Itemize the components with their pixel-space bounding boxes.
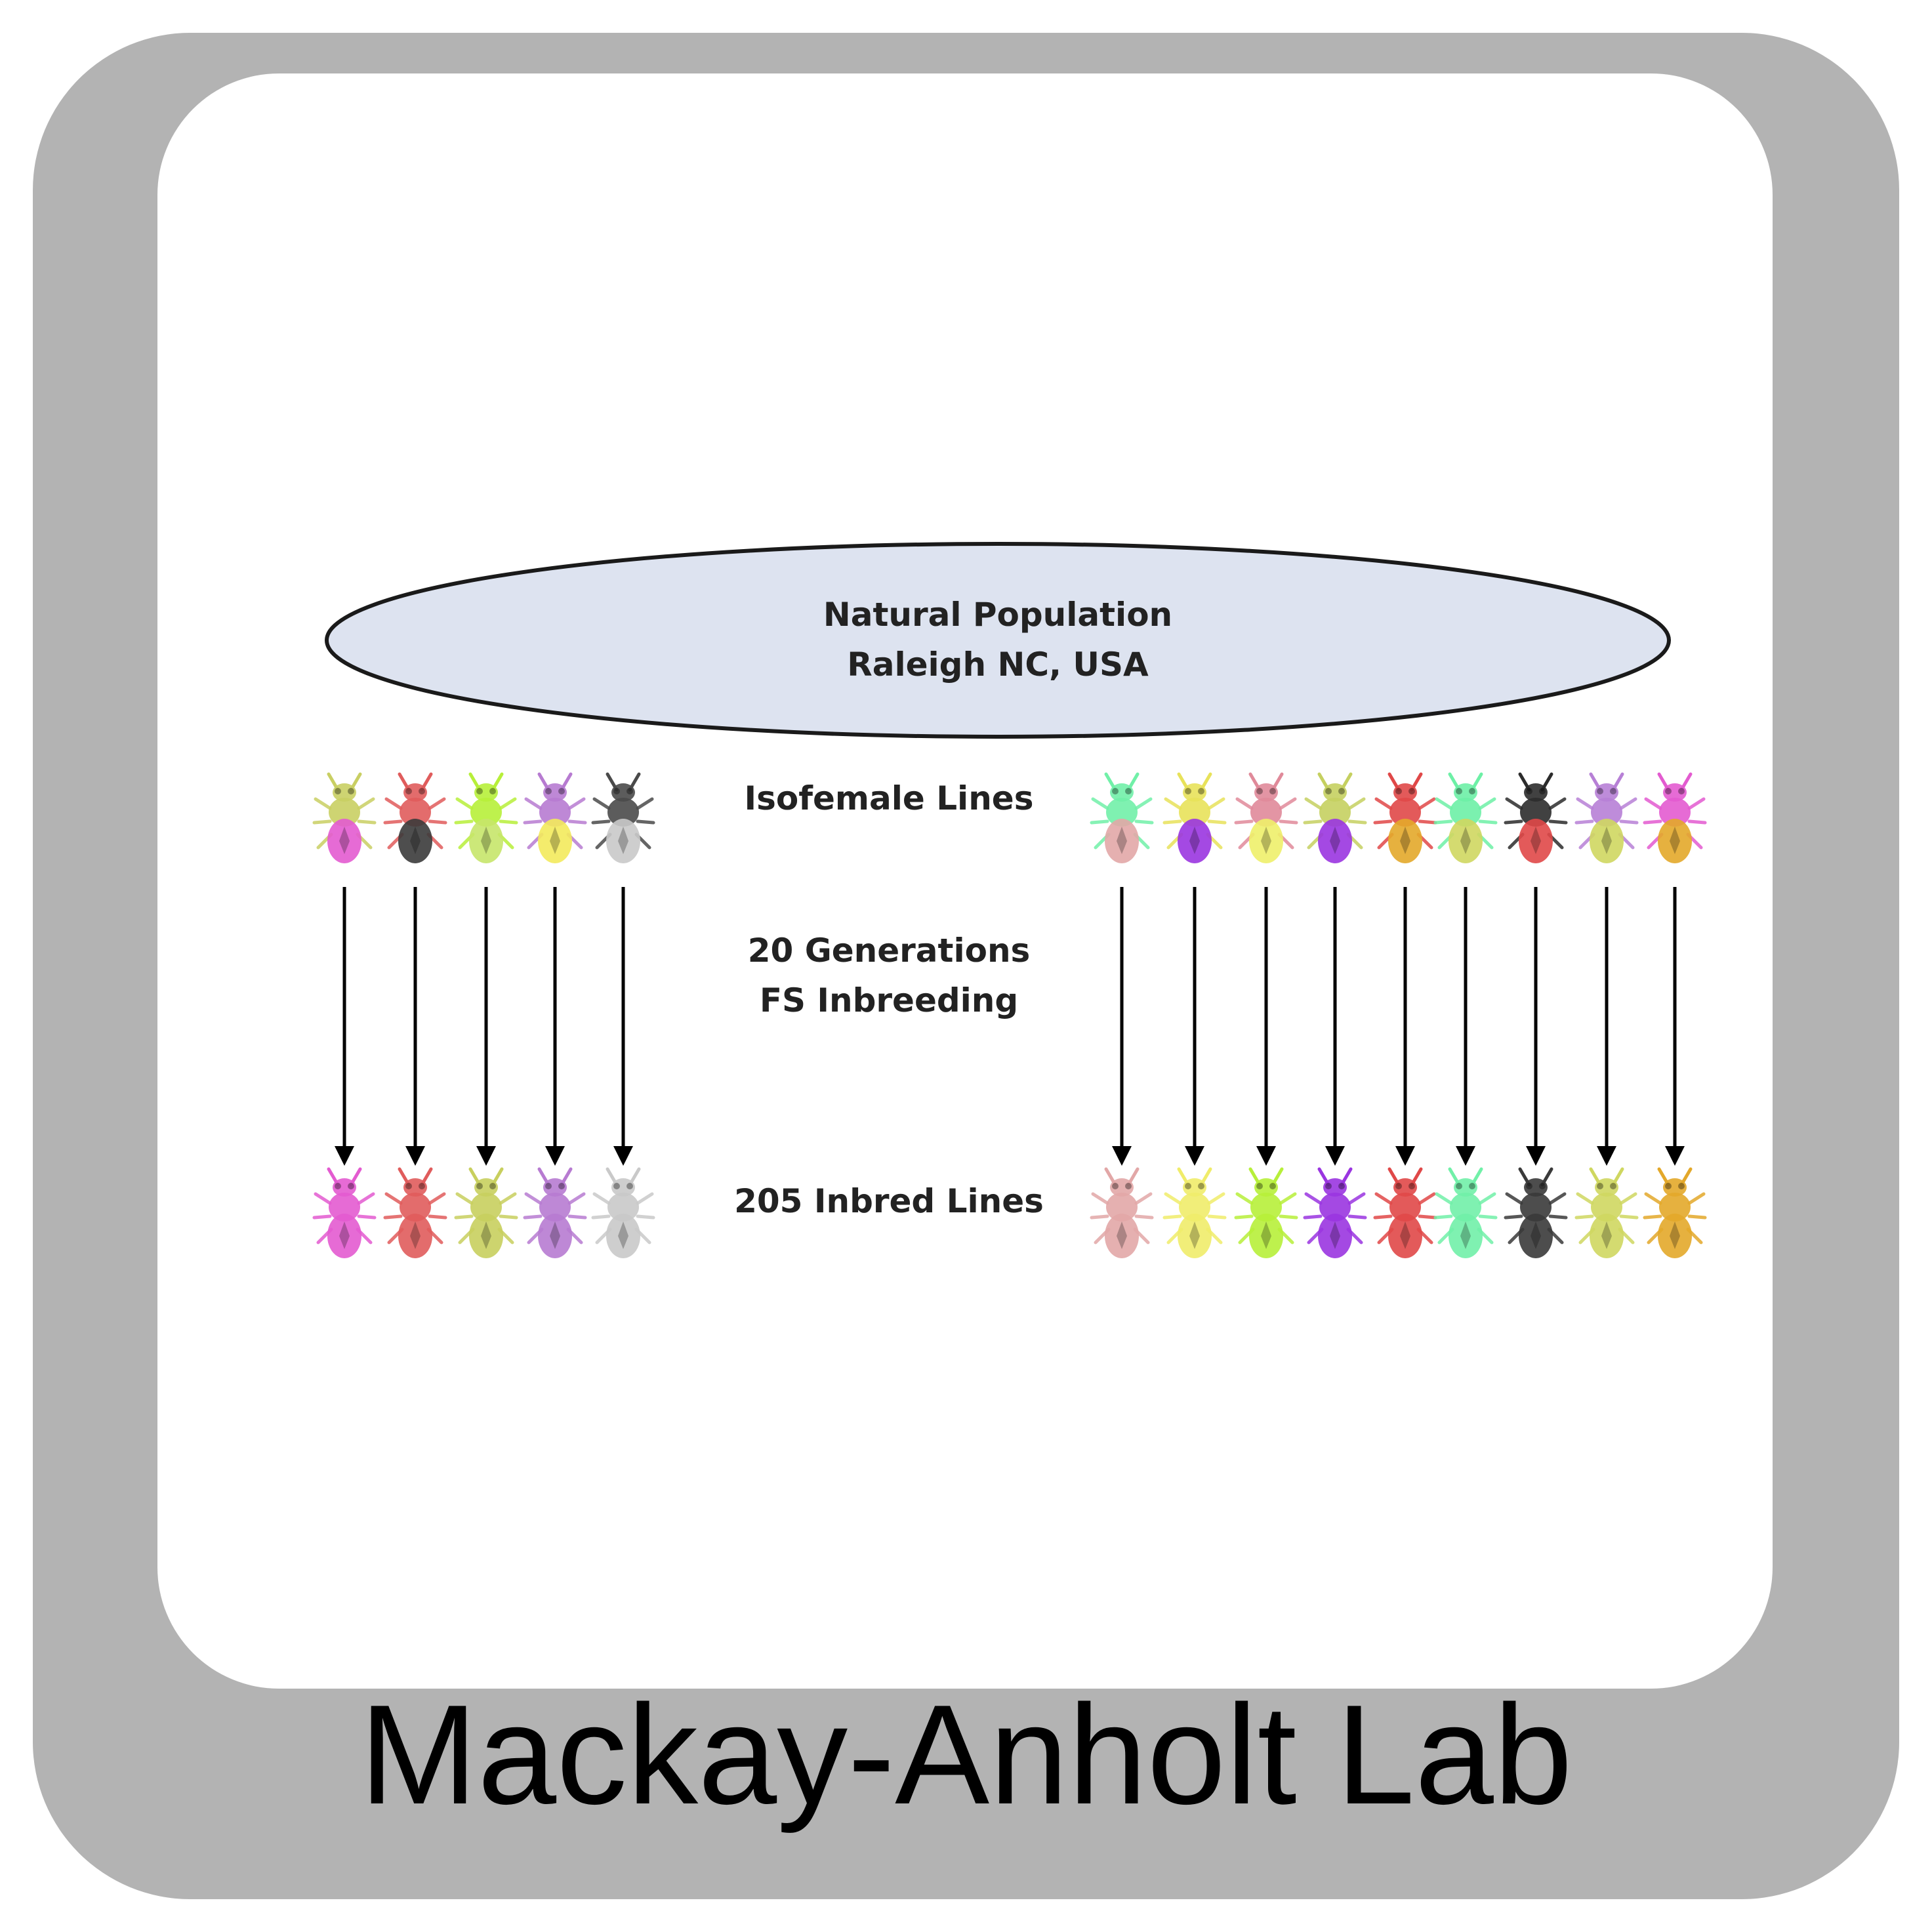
inbreeding-diagram: Natural Population Raleigh NC, USA Isofe…: [312, 542, 1707, 1258]
figure-panel: Natural Population Raleigh NC, USA Isofe…: [157, 73, 1773, 1689]
inbred-fly-icon: [1574, 1167, 1639, 1258]
inbred-fly-icon: [1433, 1167, 1498, 1258]
isofemale-fly-icon: [1433, 772, 1498, 863]
inbred-fly-icon: [1162, 1167, 1227, 1258]
isofemale-fly-icon: [1162, 772, 1227, 863]
inbreeding-generations-label: 20 Generations: [748, 932, 1031, 970]
inbred-fly-icon: [591, 1167, 655, 1258]
inbred-fly-icon: [1643, 1167, 1707, 1258]
isofemale-flies: [312, 772, 1707, 863]
isofemale-fly-icon: [1504, 772, 1568, 863]
inbred-fly-icon: [523, 1167, 587, 1258]
inbred-fly-icon: [312, 1167, 377, 1258]
inbred-flies: [312, 1167, 1707, 1258]
inbred-lines-label: 205 Inbred Lines: [734, 1182, 1044, 1220]
isofemale-fly-icon: [1090, 772, 1154, 863]
inbreeding-method-label: FS Inbreeding: [760, 981, 1018, 1019]
inbred-fly-icon: [454, 1167, 518, 1258]
isofemale-fly-icon: [1373, 772, 1437, 863]
population-title: Natural Population: [823, 596, 1172, 634]
isofemale-lines-label: Isofemale Lines: [745, 779, 1034, 817]
isofemale-fly-icon: [383, 772, 447, 863]
inbred-fly-icon: [383, 1167, 447, 1258]
isofemale-fly-icon: [1234, 772, 1298, 863]
lab-name: Mackay-Anholt Lab: [360, 1675, 1572, 1834]
isofemale-fly-icon: [312, 772, 377, 863]
isofemale-fly-icon: [1303, 772, 1367, 863]
population-location: Raleigh NC, USA: [847, 646, 1149, 684]
gray-frame: Natural Population Raleigh NC, USA Isofe…: [33, 33, 1899, 1899]
isofemale-fly-icon: [454, 772, 518, 863]
inbred-fly-icon: [1303, 1167, 1367, 1258]
isofemale-fly-icon: [1574, 772, 1639, 863]
isofemale-fly-icon: [591, 772, 655, 863]
inbred-fly-icon: [1373, 1167, 1437, 1258]
inbreeding-arrows: [335, 887, 1685, 1166]
isofemale-fly-icon: [1643, 772, 1707, 863]
inbred-fly-icon: [1090, 1167, 1154, 1258]
inbred-fly-icon: [1504, 1167, 1568, 1258]
isofemale-fly-icon: [523, 772, 587, 863]
inbred-fly-icon: [1234, 1167, 1298, 1258]
natural-population-ellipse: [325, 542, 1671, 739]
